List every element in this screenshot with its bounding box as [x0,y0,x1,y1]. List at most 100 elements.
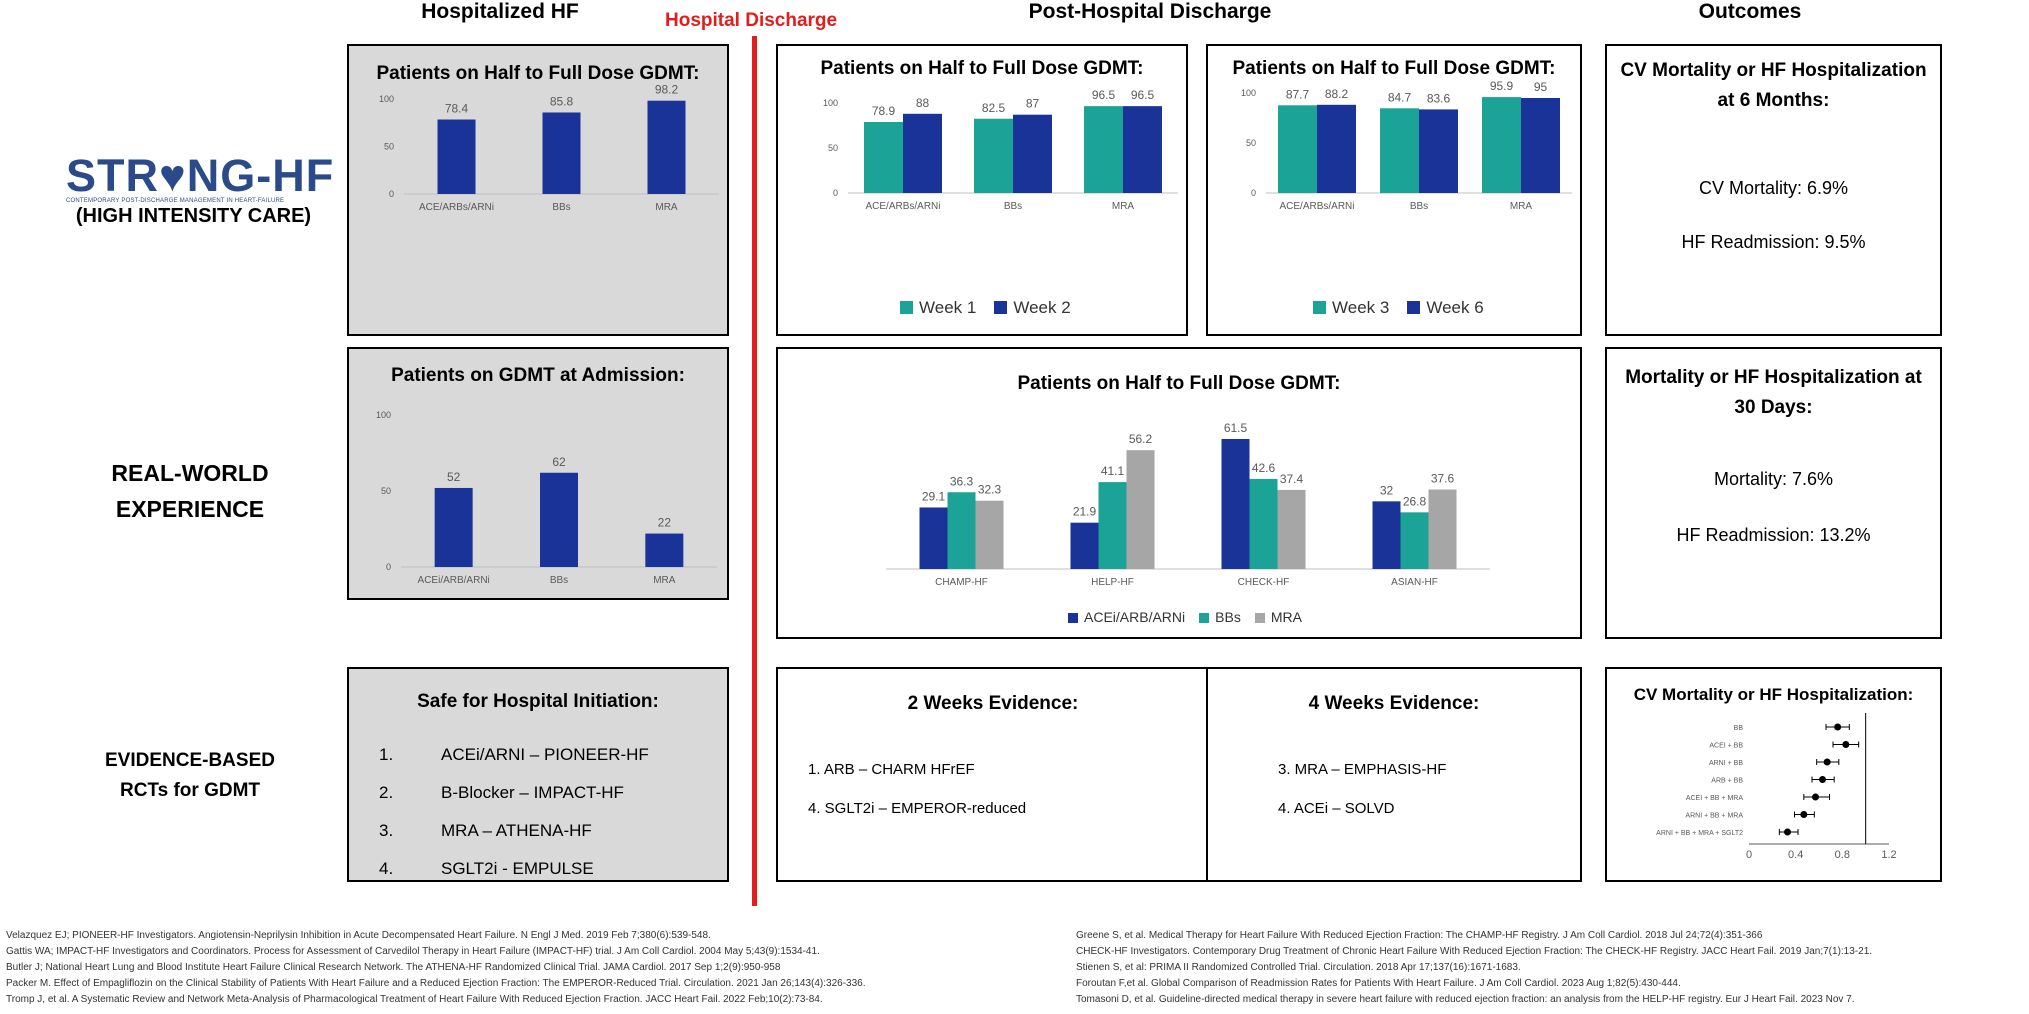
list-item: 2. B-Blocker – IMPACT-HF [379,783,624,802]
chart-realworld-registries: 29.1 36.3 32.3 CHAMP-HF 21.9 41.1 56.2 HELP-HF 6… [886,421,1490,588]
category-label: MRA [653,575,676,586]
data-label: 32.3 [978,483,1002,497]
category-label: BBs [552,202,570,213]
panel-title: 4 Weeks Evidence: [1308,693,1480,714]
data-label: 41.1 [1101,464,1125,478]
data-label: 32 [1380,483,1394,497]
bar [1070,522,1099,569]
x-tick-label: 0.8 [1835,849,1850,861]
panel-realworld-admission: Patients on GDMT at Admission: 0 50 100 52 A… [347,347,729,600]
bar [540,472,578,567]
panel-realworld-registries: Patients on Half to Full Dose GDMT: 29.1… [776,347,1582,639]
data-label: 96.5 [1092,88,1116,102]
panel-title: Patients on Half to Full Dose GDMT: [1017,373,1341,394]
strong-hf-subtitle: (HIGH INTENSITY CARE) [75,205,312,227]
bar [864,121,903,193]
panel-strong-inhospital: Patients on Half to Full Dose GDMT: 0 50 1… [347,44,729,336]
outcome-cv-mortality: CV Mortality: 6.9% [1698,178,1849,198]
data-label: 96.5 [1131,88,1155,102]
references-right: Greene S, et al. Medical Therapy for Hea… [1076,928,1872,1008]
bar [1482,97,1521,193]
bar [1084,106,1123,193]
y-tick-label: 100 [376,410,391,420]
list-item: 4. SGLT2i - EMPULSE [379,859,594,878]
evidence-label-line1: EVIDENCE-BASED [105,750,275,771]
data-label: 95.9 [1490,79,1514,93]
reference-item: Butler J; National Heart Lung and Blood … [6,962,781,973]
row-label: ACEI + BB + MRA [1686,795,1744,802]
category-label: MRA [1510,201,1533,212]
reference-item: Gattis WA; IMPACT-HF Investigators and C… [6,946,820,957]
data-label: 61.5 [1224,421,1248,435]
reference-item: CHECK-HF Investigators. Contemporary Dru… [1076,946,1873,957]
data-label: 36.3 [950,474,974,488]
reference-item: Tomasoni D, et al. Guideline-directed me… [1076,994,1855,1005]
list-item: 3. MRA – ATHENA-HF [379,821,592,840]
bar [1400,512,1429,569]
data-label: 84.7 [1388,90,1412,104]
bar [1317,104,1356,193]
bar [1126,450,1155,569]
legend-item-week-2: Week 2 [994,298,1071,318]
panel-strong-weeks-1-2: Patients on Half to Full Dose GDMT: 0 50 1… [776,44,1188,336]
panel-realworld-outcome: Mortality or HF Hospitalization at 30 Da… [1605,347,1942,639]
data-label: 78.4 [445,102,469,116]
row-label: ARNI + BB + MRA + SGLT2 [1656,830,1743,837]
bar [974,118,1013,193]
category-label: ASIAN-HF [1391,577,1438,588]
data-label: 56.2 [1129,432,1153,446]
category-label: ACE/ARBs/ARNi [1279,201,1354,212]
data-label: 98.2 [655,83,679,97]
point-estimate [1819,776,1826,783]
panel-rct-4-weeks: 4 Weeks Evidence: 3. MRA – EMPHASIS-HF 4… [1206,667,1582,882]
panel-title: CV Mortality or HF Hospitalization at 6 … [1620,60,1927,111]
bar [434,487,473,567]
reference-item: Tromp J, et al. A Systematic Review and … [6,994,823,1005]
bar [1419,109,1458,193]
y-tick-label: 50 [828,143,838,153]
evidence-label-line2: RCTs for GDMT [119,780,261,801]
header-hospitalized-hf: Hospitalized HF [421,0,579,23]
data-label: 42.6 [1252,461,1276,475]
data-label: 62 [552,455,566,469]
y-tick-label: 50 [1246,138,1256,148]
legend-item-week-6: Week 6 [1407,298,1484,318]
bar [437,119,476,194]
panel-rct-outcome: CV Mortality or HF Hospitalization: 0 0.4… [1605,667,1942,882]
row-label: BB [1734,725,1744,732]
legend-item-week-3: Week 3 [1313,298,1389,318]
chart-forest-plot: 0 0.4 0.8 1.2 BB ACEI + BB ARNI + BB ARB + BB AC… [1656,713,1897,861]
x-tick-label: 0.4 [1788,849,1803,861]
x-tick-label: 1.2 [1881,849,1896,861]
data-label: 85.8 [550,94,574,108]
panel-strong-outcome: CV Mortality or HF Hospitalization at 6 … [1605,44,1942,336]
bar [647,100,686,194]
list-item: 1. ARB – CHARM HFrEF [808,761,975,778]
bar [903,113,942,193]
point-estimate [1823,758,1831,766]
data-label: 88.2 [1325,87,1349,101]
legend-weeks-1-2: Week 1 Week 2 [900,298,1071,318]
point-estimate [1842,741,1850,748]
y-tick-label: 0 [386,562,391,572]
panel-title: Safe for Hospital Initiation: [417,691,659,712]
bar [919,507,948,569]
chart-strong-weeks-3-6: 0 50 100 87.7 88.2 ACE/ARBs/ARNi 84.7 83.6 BBs 95… [1241,79,1572,212]
header-outcomes: Outcomes [1698,0,1802,23]
row-label: ACEI + BB [1709,743,1743,750]
panel-title: 2 Weeks Evidence: [907,693,1079,714]
references-left: Velazquez EJ; PIONEER-HF Investigators. … [6,928,866,1008]
row-label: ARNI + BB [1709,760,1743,767]
discharge-divider-line [752,36,757,906]
list-item: 4. ACEi – SOLVD [1278,800,1395,817]
data-label: 87.7 [1286,87,1310,101]
x-tick-label: 0 [1746,849,1752,861]
bar [1277,489,1306,569]
bar [1372,501,1401,569]
data-label: 37.6 [1431,472,1455,486]
panel-title: Mortality or HF Hospitalization at 30 Da… [1625,367,1922,418]
data-label: 52 [447,470,461,484]
panel-title: Patients on Half to Full Dose GDMT: [820,58,1144,79]
reference-item: Foroutan F,et al. Global Comparison of R… [1076,978,1681,989]
realworld-label-line2: EXPERIENCE [115,496,265,522]
